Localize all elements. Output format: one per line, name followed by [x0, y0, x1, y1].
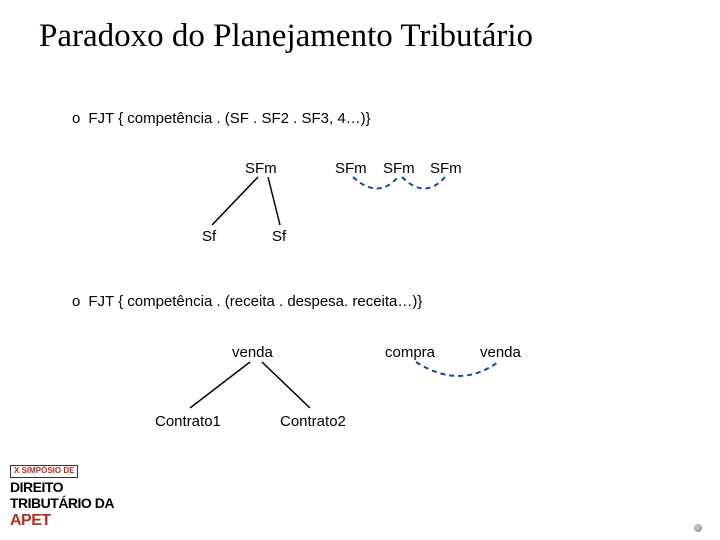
tree1-sf-1: Sf	[272, 228, 286, 245]
connector-lines	[0, 0, 720, 540]
tree1-sfm-1: SFm	[335, 160, 367, 177]
bullet-marker: o	[72, 110, 80, 127]
bullet-text: FJT { competência . (SF . SF2 . SF3, 4…)…	[88, 110, 370, 127]
bullet-text: FJT { competência . (receita . despesa. …	[88, 293, 422, 310]
logo-apet: X SIMPÓSIO DE DIREITO TRIBUTÁRIO DA APET	[10, 461, 150, 530]
tree1-sf-0: Sf	[202, 228, 216, 245]
bullet-2: o FJT { competência . (receita . despesa…	[72, 293, 422, 310]
bullet-marker: o	[72, 293, 80, 310]
tree1-sfm-2: SFm	[383, 160, 415, 177]
bullet-1: o FJT { competência . (SF . SF2 . SF3, 4…	[72, 110, 371, 127]
logo-line-2: DIREITO	[10, 479, 63, 495]
tree2-contrato-1: Contrato2	[280, 413, 346, 430]
tree1-sfm-3: SFm	[430, 160, 462, 177]
tree1-sfm-0: SFm	[245, 160, 277, 177]
tree2-contrato-0: Contrato1	[155, 413, 221, 430]
logo-line-3: TRIBUTÁRIO DA	[10, 495, 114, 511]
logo-line-4: APET	[10, 512, 51, 529]
tree2-venda-1: venda	[480, 344, 521, 361]
page-title: Paradoxo do Planejamento Tributário	[39, 18, 533, 55]
page-dot-icon	[694, 524, 702, 532]
tree2-compra: compra	[385, 344, 435, 361]
tree2-venda-0: venda	[232, 344, 273, 361]
logo-line-1: X SIMPÓSIO DE	[10, 465, 78, 477]
